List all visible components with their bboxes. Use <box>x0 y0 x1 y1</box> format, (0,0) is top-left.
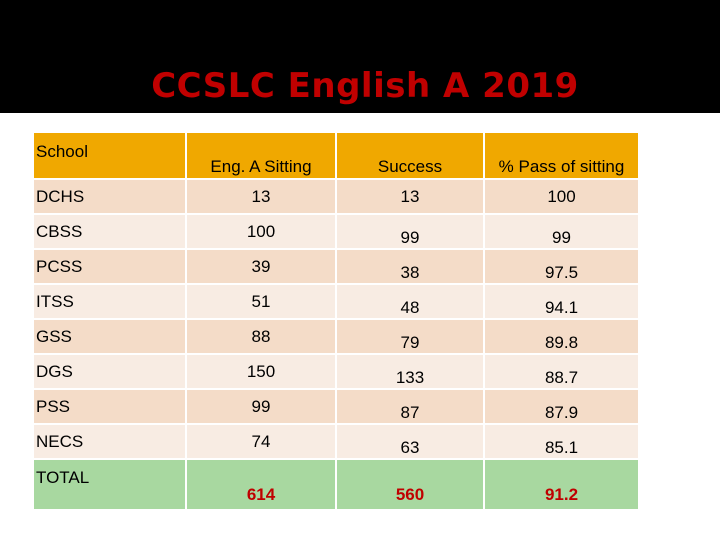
cell-success-value: 133 <box>395 367 425 387</box>
slide-title: CCSLC English A 2019 <box>151 66 579 106</box>
cell-pass-value: 94.1 <box>544 297 579 317</box>
cell-school: ITSS <box>34 284 187 320</box>
cell-school: GSS <box>34 319 187 355</box>
cell-success-value: 87 <box>400 402 420 422</box>
table-row: CBSS 100 99 99 <box>34 214 640 250</box>
cell-school: PCSS <box>34 249 187 285</box>
cell-sitting: 99 <box>186 389 337 425</box>
table-row: PSS 99 87 87.9 <box>34 389 640 425</box>
cell-success: 99 <box>336 214 485 250</box>
cell-pass: 89.8 <box>484 319 640 355</box>
cell-school: NECS <box>34 424 187 460</box>
table-row: PCSS 39 38 97.5 <box>34 249 640 285</box>
table-row: DGS 150 133 88.7 <box>34 354 640 390</box>
cell-success: 133 <box>336 354 485 390</box>
table-header-row: School Eng. A Sitting Success % Pass of … <box>34 133 640 180</box>
cell-pass: 94.1 <box>484 284 640 320</box>
table-row: GSS 88 79 89.8 <box>34 319 640 355</box>
header-school: School <box>34 133 187 180</box>
cell-success-value: 79 <box>400 332 420 352</box>
total-label: TOTAL <box>34 459 187 511</box>
table-row: DCHS 13 13 100 <box>34 179 640 215</box>
total-pass: 91.2 <box>484 459 640 511</box>
cell-school: CBSS <box>34 214 187 250</box>
cell-school: PSS <box>34 389 187 425</box>
total-sitting: 614 <box>186 459 337 511</box>
cell-sitting: 13 <box>186 179 337 215</box>
title-band <box>0 0 720 113</box>
cell-pass: 99 <box>484 214 640 250</box>
cell-success: 63 <box>336 424 485 460</box>
cell-sitting: 100 <box>186 214 337 250</box>
cell-success: 87 <box>336 389 485 425</box>
cell-success: 13 <box>336 179 485 215</box>
cell-success: 79 <box>336 319 485 355</box>
cell-pass-value: 89.8 <box>544 332 579 352</box>
header-success: Success <box>336 133 485 180</box>
cell-success-value: 63 <box>400 437 420 457</box>
header-pass: % Pass of sitting <box>484 133 640 180</box>
cell-sitting: 88 <box>186 319 337 355</box>
cell-sitting: 150 <box>186 354 337 390</box>
cell-success-value: 38 <box>400 262 420 282</box>
cell-pass: 97.5 <box>484 249 640 285</box>
table-row: ITSS 51 48 94.1 <box>34 284 640 320</box>
table-row: NECS 74 63 85.1 <box>34 424 640 460</box>
cell-school: DCHS <box>34 179 187 215</box>
header-sitting: Eng. A Sitting <box>186 133 337 180</box>
cell-pass: 85.1 <box>484 424 640 460</box>
cell-sitting: 39 <box>186 249 337 285</box>
cell-pass-value: 88.7 <box>544 367 579 387</box>
results-table: School Eng. A Sitting Success % Pass of … <box>34 133 640 511</box>
cell-school: DGS <box>34 354 187 390</box>
cell-pass: 88.7 <box>484 354 640 390</box>
cell-pass-value: 99 <box>552 227 571 247</box>
total-success: 560 <box>336 459 485 511</box>
cell-success: 38 <box>336 249 485 285</box>
cell-pass-value: 97.5 <box>544 262 579 282</box>
cell-sitting: 51 <box>186 284 337 320</box>
cell-success: 48 <box>336 284 485 320</box>
cell-pass: 100 <box>484 179 640 215</box>
cell-pass-value: 87.9 <box>544 402 579 422</box>
cell-pass: 87.9 <box>484 389 640 425</box>
cell-pass-value: 85.1 <box>544 437 579 457</box>
cell-success-value: 99 <box>400 227 420 247</box>
cell-success-value: 48 <box>400 297 420 317</box>
total-row: TOTAL 614 560 91.2 <box>34 459 640 511</box>
cell-sitting: 74 <box>186 424 337 460</box>
